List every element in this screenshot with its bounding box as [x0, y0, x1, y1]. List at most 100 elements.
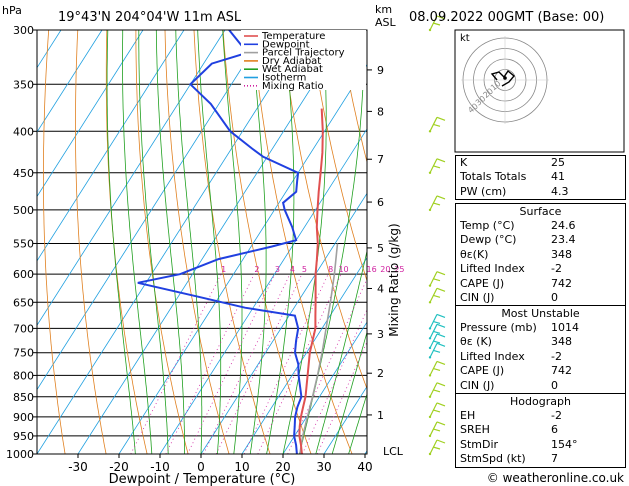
height-tick-label: 7	[377, 153, 384, 166]
surface-value: 24.6	[551, 219, 576, 232]
wet-adiabat-line	[122, 30, 153, 454]
height-tick-label: 3	[377, 328, 384, 341]
pressure-tick-label: 550	[13, 237, 34, 250]
surface-label: Temp (°C)	[460, 219, 515, 232]
pressure-tick-label: 500	[13, 204, 34, 217]
mu-label: CAPE (J)	[460, 364, 505, 378]
dry-adiabat-line	[251, 30, 353, 454]
credit-text: © weatheronline.co.uk	[487, 471, 624, 485]
wet-adiabat-line	[138, 30, 169, 454]
mixing-ratio-label: 20	[380, 265, 390, 274]
temperature-tick-label: 20	[275, 460, 290, 474]
surface-label: Dewp (°C)	[460, 233, 517, 247]
wet-adiabat-line	[155, 30, 186, 454]
wet-adiabat-line	[282, 30, 327, 454]
wet-adiabat-line	[331, 330, 367, 454]
hodo-value: -2	[551, 409, 562, 422]
wind-barb	[428, 439, 446, 456]
wind-barbs	[428, 15, 446, 456]
index-value: 25	[551, 156, 565, 169]
most-unstable-title: Most Unstable	[501, 307, 580, 320]
mixing-ratio-label: 10	[338, 265, 348, 274]
mu-label: Pressure (mb)	[460, 321, 537, 334]
surface-label: θε(K)	[460, 247, 489, 261]
wind-barb	[428, 323, 446, 340]
profile-lines	[137, 30, 339, 454]
isotherm-line	[159, 128, 367, 454]
mixing-ratio-label: 3	[275, 265, 280, 274]
storm-motion-marker	[503, 76, 507, 80]
hodo-value: 154°	[551, 437, 578, 451]
hodo-value: 7	[551, 452, 558, 466]
wet-adiabat-line	[348, 392, 367, 454]
surface-title: Surface	[519, 205, 562, 218]
mixing-ratio-line	[165, 273, 255, 454]
hodograph-unit-label: kt	[460, 33, 470, 44]
isotherm-line	[77, 30, 349, 454]
surface-value: 348	[551, 247, 572, 261]
isotherm-line	[118, 63, 367, 454]
temperature-tick-label: -20	[109, 460, 129, 474]
mixing-ratio-line	[316, 340, 367, 454]
mu-label: Lifted Index	[460, 349, 525, 363]
isotherm-line	[37, 30, 185, 262]
index-value: 41	[551, 170, 565, 184]
isotherm-line	[37, 30, 308, 454]
km-unit-label: km	[375, 3, 392, 16]
wet-adiabat-line	[175, 30, 203, 454]
legend-label: Parcel Trajectory	[262, 48, 345, 59]
height-axis: 9 8 7 6 5 4 3 2 1 LCL	[367, 64, 404, 458]
hodograph-title: Hodograph	[510, 395, 571, 408]
height-tick-label: 8	[377, 105, 384, 118]
hodograph-frame	[454, 29, 625, 153]
isotherm-line	[282, 321, 367, 454]
wet-adiabat-line	[249, 30, 267, 454]
isotherm-line	[37, 30, 226, 326]
asl-unit-label: ASL	[375, 16, 397, 29]
hodograph-trace	[490, 69, 515, 87]
isotherm-line	[200, 192, 367, 454]
dry-adiabat-line	[75, 30, 107, 454]
wind-barb	[428, 195, 446, 212]
height-tick-label: 5	[377, 242, 384, 255]
dewpoint-line	[137, 30, 303, 454]
dry-adiabat-line	[339, 30, 367, 164]
pressure-tick-label: 1000	[6, 448, 34, 461]
height-tick-label: 2	[377, 367, 384, 380]
wind-barb	[428, 402, 446, 419]
mu-value: 348	[551, 335, 572, 349]
location-title: 19°43'N 204°04'W 11m ASL	[58, 10, 242, 25]
surface-value: -2	[551, 262, 562, 276]
pressure-axis: 300 350 400 450 500 550 600 650 700 750 800 850 900 9…	[6, 24, 37, 461]
temperature-tick-label: -30	[68, 460, 88, 474]
index-row: Totals Totals 41	[456, 170, 625, 184]
mixing-ratio-label: 5	[302, 265, 307, 274]
wet-adiabat-line	[315, 249, 367, 454]
index-label: PW (cm)	[460, 184, 507, 198]
legend-label: Temperature	[261, 31, 325, 42]
parcel-trajectory-line	[299, 243, 339, 454]
wind-barb	[428, 360, 446, 377]
mu-value: -2	[551, 349, 562, 363]
wind-barb	[428, 421, 446, 438]
index-value: 4.3	[551, 184, 569, 198]
x-axis-label: Dewpoint / Temperature (°C)	[109, 472, 296, 486]
pressure-tick-label: 450	[13, 167, 34, 180]
wind-barb	[428, 158, 446, 174]
mixing-ratio-label: 1	[221, 265, 226, 274]
dry-adiabat-line	[135, 30, 189, 454]
isotherm-line	[37, 30, 144, 198]
mu-label: θε (K)	[460, 335, 492, 349]
lcl-label: LCL	[383, 445, 404, 458]
dry-adiabat-line	[43, 30, 66, 454]
pressure-tick-label: 800	[13, 369, 34, 382]
pressure-tick-label: 400	[13, 125, 34, 138]
index-label: K	[460, 156, 468, 169]
isotherm-line	[37, 30, 267, 391]
temperature-tick-label: 30	[316, 460, 331, 474]
mixing-ratio-label: 25	[394, 265, 404, 274]
mixing-ratio-label: 2	[254, 265, 259, 274]
hodo-label: StmDir	[460, 437, 499, 451]
